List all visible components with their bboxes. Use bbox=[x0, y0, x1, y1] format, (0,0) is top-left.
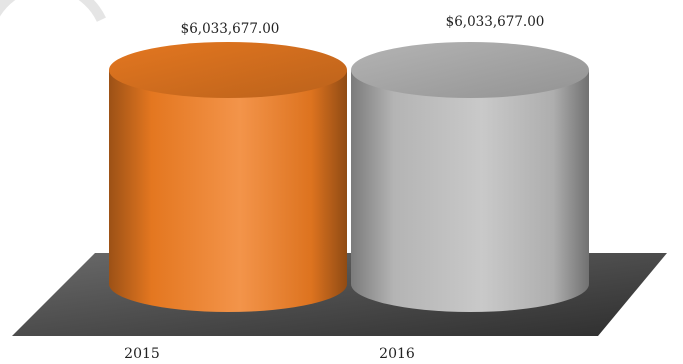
bars-layer bbox=[109, 42, 589, 312]
bar-2016 bbox=[351, 42, 589, 312]
labels-layer: $6,033,677.00 2015 $6,033,677.00 2016 bbox=[124, 14, 544, 362]
bar-top-2016 bbox=[351, 42, 589, 98]
category-label-2016: 2016 bbox=[379, 346, 415, 362]
value-label-2016: $6,033,677.00 bbox=[446, 14, 545, 30]
bar-2015 bbox=[109, 42, 347, 312]
category-label-2015: 2015 bbox=[124, 346, 160, 362]
value-label-2015: $6,033,677.00 bbox=[181, 21, 280, 37]
bar-body-2015 bbox=[109, 70, 347, 312]
bar-body-2016 bbox=[351, 70, 589, 312]
bar-top-2015 bbox=[109, 42, 347, 98]
